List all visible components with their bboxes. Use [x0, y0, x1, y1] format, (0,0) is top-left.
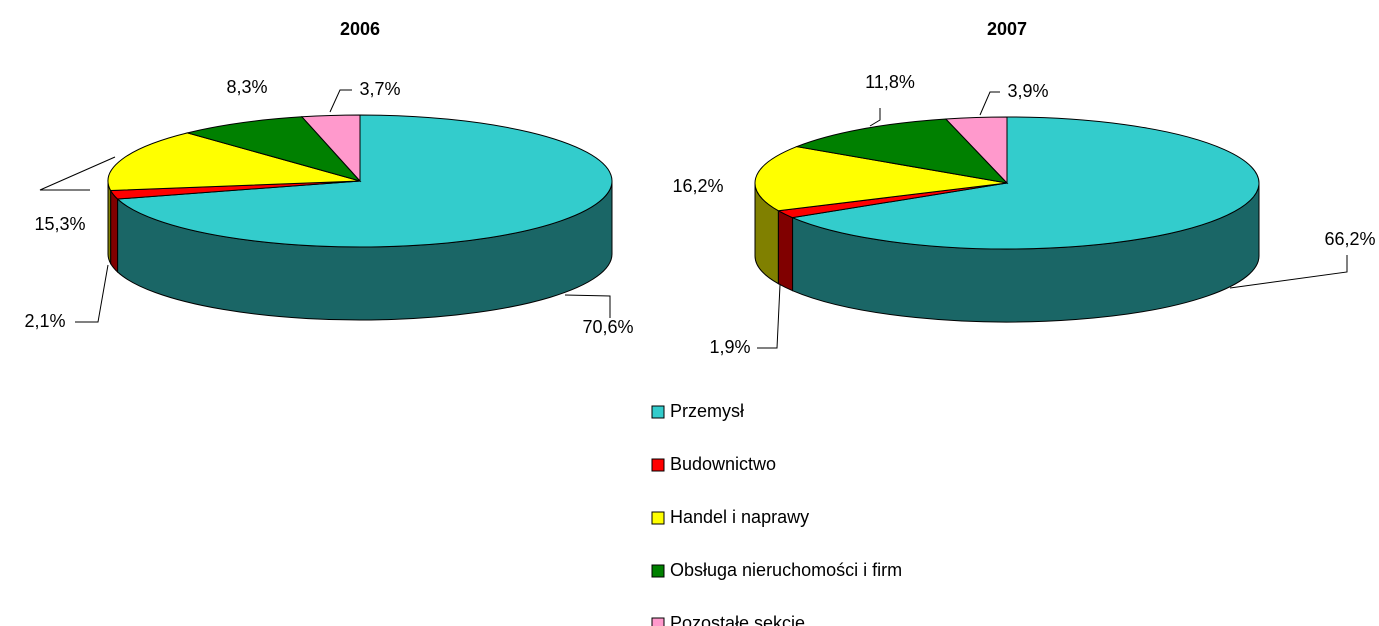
legend-label: Przemysł	[670, 401, 744, 421]
data-label: 3,7%	[359, 79, 400, 99]
legend-swatch	[651, 617, 665, 626]
slice-side	[107, 180, 112, 266]
data-label: 2,1%	[24, 311, 65, 331]
data-label: 1,9%	[709, 337, 750, 357]
legend-swatch	[651, 564, 665, 578]
legend-swatch	[651, 511, 665, 525]
slice	[944, 116, 1008, 185]
leader-lines	[39, 89, 1348, 349]
slice	[300, 114, 361, 183]
slice	[790, 116, 1260, 250]
chart-title: 2007	[987, 19, 1027, 39]
legend-swatch	[651, 405, 665, 419]
slice	[794, 118, 1009, 184]
chart-title: 2006	[340, 19, 380, 39]
data-label: 3,9%	[1007, 81, 1048, 101]
slice-side	[777, 209, 794, 292]
slice	[754, 146, 1008, 212]
data-label: 16,2%	[672, 176, 723, 196]
data-label: 70,6%	[582, 317, 633, 337]
slice	[107, 132, 361, 192]
legend-label: Pozostałe sekcje	[670, 613, 805, 626]
legend-label: Budownictwo	[670, 454, 776, 474]
legend-label: Handel i naprawy	[670, 507, 809, 527]
data-label: 11,8%	[865, 72, 915, 92]
data-label: 15,3%	[34, 214, 85, 234]
data-label: 8,3%	[226, 77, 267, 97]
legend-label: Obsługa nieruchomości i firm	[670, 560, 902, 580]
slice	[185, 116, 362, 182]
slice	[116, 114, 613, 248]
slice-side	[110, 188, 119, 274]
data-label: 66,2%	[1324, 229, 1375, 249]
legend-swatch	[651, 458, 665, 472]
